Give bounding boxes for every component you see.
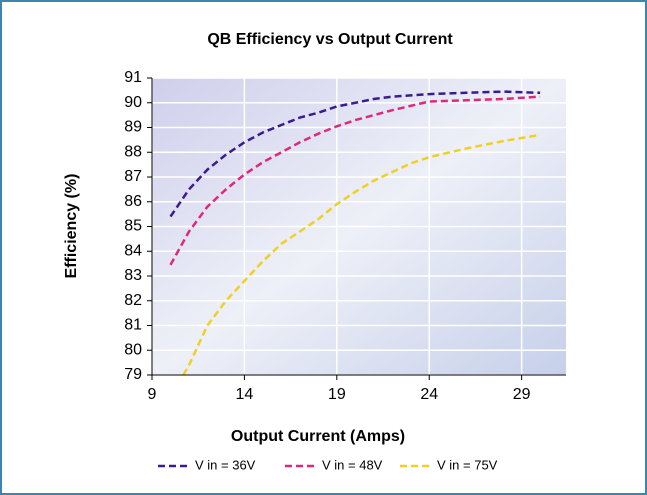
series-line xyxy=(169,90,541,218)
x-axis-label: Output Current (Amps) xyxy=(231,428,405,445)
y-tick-label: 87 xyxy=(124,168,142,185)
y-tick-label: 79 xyxy=(124,366,142,383)
x-tick-label: 24 xyxy=(420,386,438,403)
y-tick-label: 81 xyxy=(124,317,142,334)
y-tick-label: 88 xyxy=(124,143,142,160)
x-tick-label: 29 xyxy=(513,386,531,403)
y-tick-label: 80 xyxy=(124,341,142,358)
y-tick-label: 90 xyxy=(124,94,142,111)
x-tick-label: 14 xyxy=(236,386,254,403)
y-tick-label: 89 xyxy=(124,119,142,136)
x-tick-label: 9 xyxy=(148,386,157,403)
y-tick-label: 83 xyxy=(124,267,142,284)
y-tick-label: 85 xyxy=(124,218,142,235)
legend-label: V in = 48V xyxy=(322,457,383,472)
series-line xyxy=(182,133,541,376)
series-line xyxy=(169,95,541,266)
y-tick-label: 91 xyxy=(124,69,142,86)
y-axis-label: Efficiency (%) xyxy=(63,174,80,279)
legend-label: V in = 75V xyxy=(437,457,498,472)
x-tick-label: 19 xyxy=(328,386,346,403)
chart-title: QB Efficiency vs Output Current xyxy=(207,31,453,48)
y-tick-label: 84 xyxy=(124,242,142,259)
legend-label: V in = 36V xyxy=(195,457,256,472)
y-tick-label: 82 xyxy=(124,292,142,309)
y-tick-label: 86 xyxy=(124,193,142,210)
